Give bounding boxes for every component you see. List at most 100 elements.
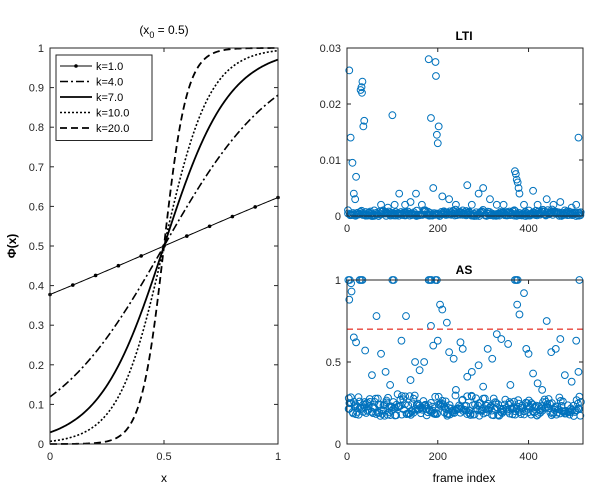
scatter-point [567,377,576,386]
scatter-point [524,349,533,358]
scatter-point [424,55,433,64]
scatter-point [349,189,358,198]
scatter-point [434,122,443,131]
scatter-point [438,192,447,201]
y-tick-label: 0.02 [320,99,341,111]
scatter-point [432,130,441,139]
scatter-point [431,210,440,219]
scatter-point [346,133,355,142]
scatter-point [574,367,583,376]
scatter-point [433,336,442,345]
y-tick-label: 0.7 [29,162,44,174]
legend-label: k=10.0 [96,108,129,120]
scatter-point [499,200,508,209]
scatter-point [401,392,410,401]
scatter-point [542,317,551,325]
x-tick-label: 0.5 [156,451,171,463]
x-tick-label: 0 [47,451,53,463]
x-tick-label: 400 [519,451,537,463]
scatter-point [551,344,560,353]
scatter-point [463,372,472,381]
scatter-point [548,205,556,214]
as-chart: AS 0 200 400 0 0.5 1 frame index [326,263,585,485]
scatter-point [513,178,522,187]
scatter-point [410,391,419,400]
scatter-point [577,398,585,406]
as-ticks: 0 200 400 0 0.5 1 [326,275,583,463]
scatter-point [556,335,565,343]
scatter-point [558,397,567,406]
scatter-point [452,385,460,394]
scatter-point [363,407,372,415]
scatter-point [361,346,370,355]
scatter-point [433,409,441,418]
scatter-point [483,344,492,353]
scatter-point [496,404,505,413]
scatter-point [529,369,537,378]
y-tick-label: 0.4 [29,281,44,293]
lti-title: LTI [455,29,472,43]
y-tick-label: 0.2 [29,360,44,372]
scatter-point [384,393,392,402]
scatter-point [574,133,583,142]
as-xlabel: frame index [433,471,496,485]
series-marker [207,224,212,229]
scatter-point [419,397,428,405]
scatter-point [438,305,447,314]
legend-label: k=1.0 [96,61,123,73]
legend-label: k=4.0 [96,77,123,89]
y-tick-label: 0.1 [29,399,44,411]
scatter-point [359,122,368,131]
scatter-point [347,287,356,296]
scatter-point [386,381,395,389]
x-tick-label: 200 [429,223,447,235]
left-plot-frame [49,47,279,445]
scatter-point [467,392,476,401]
scatter-point [497,335,506,343]
scatter-point [522,344,531,353]
scatter-point [474,189,483,198]
scatter-point [511,170,520,178]
scatter-point [392,411,401,420]
series-line-k=4.0 [49,94,279,398]
scatter-point [537,402,546,410]
scatter-point [368,371,376,380]
y-tick-label: 1 [335,275,341,287]
scatter-point [440,402,449,411]
scatter-point [464,408,473,417]
x-tick-label: 400 [519,223,537,235]
y-tick-label: 0 [335,439,341,451]
left-ylabel: Φ(x) [5,234,19,259]
scatter-point [524,408,533,417]
scatter-point [520,289,528,298]
scatter-point [514,184,523,192]
y-tick-label: 0.5 [326,357,341,369]
scatter-point [576,211,585,220]
scatter-point [482,401,491,410]
scatter-point [397,336,406,345]
series-marker [139,254,143,258]
scatter-point [358,77,367,86]
as-title: AS [456,263,473,277]
x-tick-label: 200 [429,451,447,463]
scatter-point [515,310,524,319]
scatter-point [427,399,435,407]
scatter-point [515,189,524,198]
scatter-point [474,361,483,370]
scatter-point [406,376,415,384]
scatter-point [412,189,420,198]
scatter-point [388,111,397,120]
scatter-point [360,116,369,125]
x-tick-label: 1 [275,451,281,463]
as-plot-frame [346,279,584,445]
scatter-point [349,333,358,342]
series-marker [116,263,121,268]
scatter-point [437,402,446,411]
lti-chart: LTI 0 200 400 0 0.01 0.02 0.03 [320,29,585,235]
scatter-point [378,409,386,418]
scatter-point [406,410,415,419]
scatter-point [504,340,513,348]
scatter-point [427,114,435,122]
y-tick-label: 0.8 [29,122,44,134]
scatter-point [463,410,471,418]
